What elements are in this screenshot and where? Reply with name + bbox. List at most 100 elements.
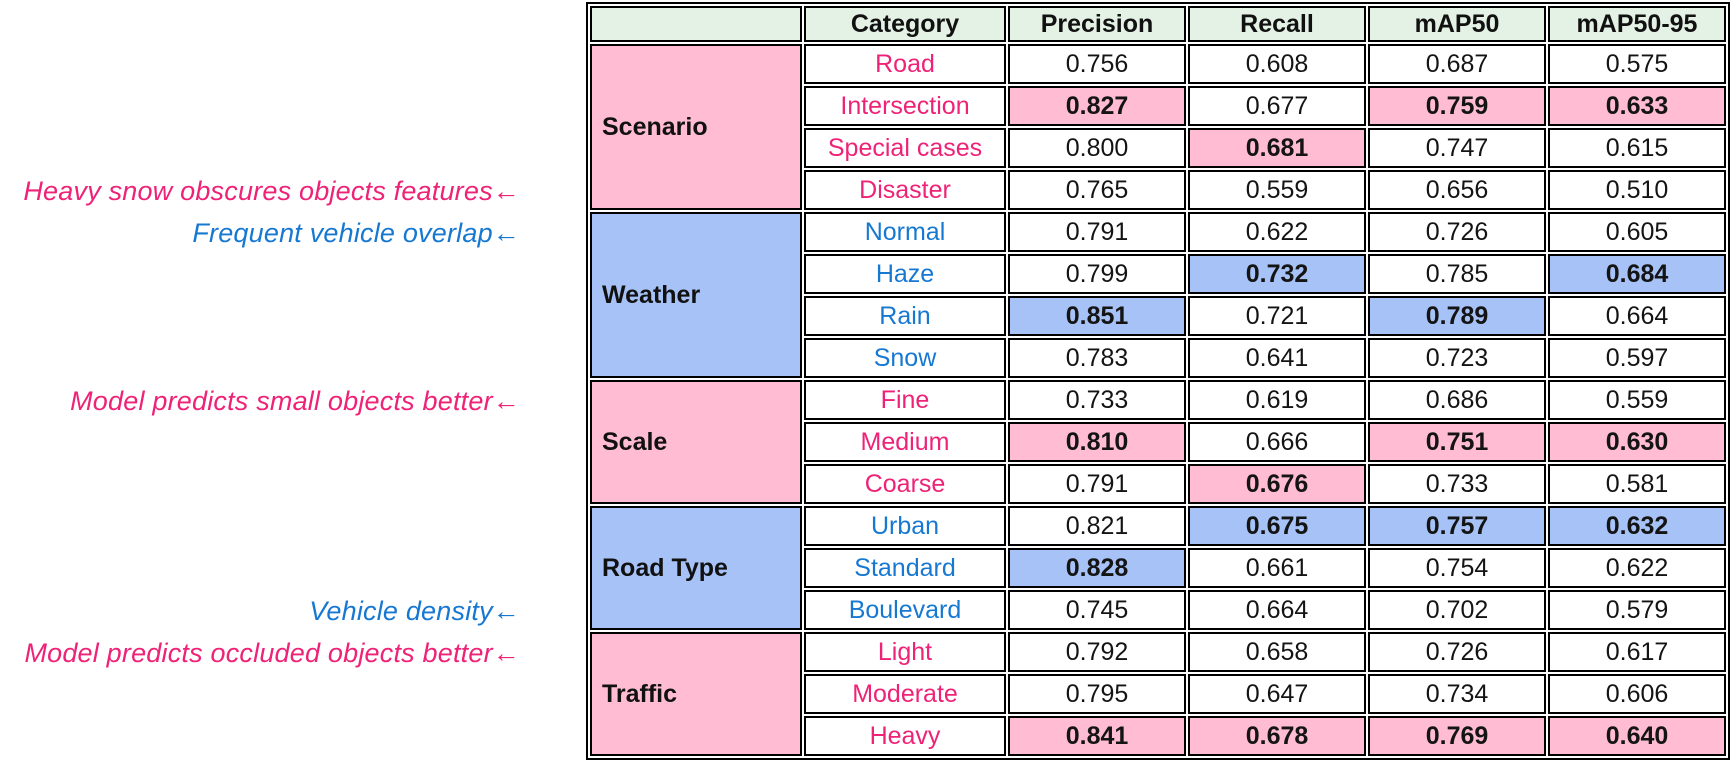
annotation-occluded-objects: Model predicts occluded objects better←: [24, 638, 520, 668]
header-map50: mAP50: [1368, 6, 1546, 42]
value-cell: 0.686: [1368, 380, 1546, 420]
value-cell-best: 0.681: [1188, 128, 1366, 168]
value-cell-best: 0.678: [1188, 716, 1366, 756]
value-cell-best: 0.827: [1008, 86, 1186, 126]
category-cell: Normal: [804, 212, 1006, 252]
category-cell: Snow: [804, 338, 1006, 378]
value-cell: 0.622: [1548, 548, 1726, 588]
results-table-container: Category Precision Recall mAP50 mAP50-95…: [586, 2, 1730, 760]
value-cell: 0.792: [1008, 632, 1186, 672]
value-cell: 0.726: [1368, 632, 1546, 672]
annotation-small-objects: Model predicts small objects better←: [70, 386, 520, 416]
value-cell: 0.745: [1008, 590, 1186, 630]
table-header-row: Category Precision Recall mAP50 mAP50-95: [590, 6, 1726, 42]
results-table: Category Precision Recall mAP50 mAP50-95…: [586, 2, 1730, 760]
value-cell: 0.721: [1188, 296, 1366, 336]
value-cell: 0.615: [1548, 128, 1726, 168]
group-cell-scale: Scale: [590, 380, 802, 504]
value-cell: 0.791: [1008, 212, 1186, 252]
category-cell: Heavy: [804, 716, 1006, 756]
value-cell-best: 0.684: [1548, 254, 1726, 294]
table-row: Intersection 0.827 0.677 0.759 0.633: [590, 86, 1726, 126]
value-cell-best: 0.633: [1548, 86, 1726, 126]
table-row: Boulevard 0.745 0.664 0.702 0.579: [590, 590, 1726, 630]
value-cell: 0.726: [1368, 212, 1546, 252]
value-cell: 0.723: [1368, 338, 1546, 378]
value-cell-best: 0.841: [1008, 716, 1186, 756]
value-cell-best: 0.732: [1188, 254, 1366, 294]
table-row: Scale Fine 0.733 0.619 0.686 0.559: [590, 380, 1726, 504]
value-cell: 0.664: [1188, 590, 1366, 630]
table-row: Medium 0.810 0.666 0.751 0.630: [590, 422, 1726, 462]
table-row: Snow 0.783 0.641 0.723 0.597: [590, 338, 1726, 378]
value-cell: 0.597: [1548, 338, 1726, 378]
value-cell-best: 0.789: [1368, 296, 1546, 336]
table-row: Standard 0.828 0.661 0.754 0.622: [590, 548, 1726, 588]
value-cell: 0.608: [1188, 44, 1366, 84]
value-cell-best: 0.810: [1008, 422, 1186, 462]
value-cell: 0.666: [1188, 422, 1366, 462]
value-cell: 0.785: [1368, 254, 1546, 294]
category-cell: Medium: [804, 422, 1006, 462]
value-cell: 0.510: [1548, 170, 1726, 210]
value-cell: 0.619: [1188, 380, 1366, 420]
value-cell: 0.605: [1548, 212, 1726, 252]
value-cell-best: 0.769: [1368, 716, 1546, 756]
annotation-vehicle-density: Vehicle density←: [309, 596, 520, 626]
table-row: Disaster 0.765 0.559 0.656 0.510: [590, 170, 1726, 210]
table-row: Road Type Urban 0.821 0.675 0.757 0.632: [590, 506, 1726, 630]
table-row: Traffic Light 0.792 0.658 0.726 0.617: [590, 632, 1726, 756]
annotation-vehicle-overlap: Frequent vehicle overlap←: [192, 218, 520, 248]
value-cell-best: 0.632: [1548, 506, 1726, 546]
header-precision: Precision: [1008, 6, 1186, 42]
annotation-heavy-snow: Heavy snow obscures objects features←: [23, 176, 520, 206]
group-cell-scenario: Scenario: [590, 44, 802, 210]
value-cell: 0.765: [1008, 170, 1186, 210]
table-row: Moderate 0.795 0.647 0.734 0.606: [590, 674, 1726, 714]
value-cell: 0.821: [1008, 506, 1186, 546]
value-cell-best: 0.851: [1008, 296, 1186, 336]
category-cell: Special cases: [804, 128, 1006, 168]
value-cell: 0.581: [1548, 464, 1726, 504]
value-cell: 0.800: [1008, 128, 1186, 168]
value-cell: 0.658: [1188, 632, 1366, 672]
value-cell: 0.734: [1368, 674, 1546, 714]
value-cell: 0.702: [1368, 590, 1546, 630]
category-cell: Rain: [804, 296, 1006, 336]
value-cell: 0.641: [1188, 338, 1366, 378]
category-cell: Coarse: [804, 464, 1006, 504]
category-cell: Road: [804, 44, 1006, 84]
value-cell-best: 0.675: [1188, 506, 1366, 546]
category-cell: Haze: [804, 254, 1006, 294]
table-row: Haze 0.799 0.732 0.785 0.684: [590, 254, 1726, 294]
category-cell: Disaster: [804, 170, 1006, 210]
group-cell-road-type: Road Type: [590, 506, 802, 630]
value-cell: 0.656: [1368, 170, 1546, 210]
value-cell: 0.795: [1008, 674, 1186, 714]
corner-cell: [590, 6, 802, 42]
value-cell: 0.559: [1188, 170, 1366, 210]
value-cell: 0.754: [1368, 548, 1546, 588]
value-cell-best: 0.759: [1368, 86, 1546, 126]
value-cell: 0.617: [1548, 632, 1726, 672]
value-cell: 0.687: [1368, 44, 1546, 84]
value-cell: 0.756: [1008, 44, 1186, 84]
value-cell: 0.677: [1188, 86, 1366, 126]
value-cell-best: 0.757: [1368, 506, 1546, 546]
value-cell: 0.733: [1368, 464, 1546, 504]
table-row: Special cases 0.800 0.681 0.747 0.615: [590, 128, 1726, 168]
value-cell: 0.606: [1548, 674, 1726, 714]
table-row: Weather Normal 0.791 0.622 0.726 0.605: [590, 212, 1726, 378]
value-cell-best: 0.676: [1188, 464, 1366, 504]
value-cell-best: 0.640: [1548, 716, 1726, 756]
value-cell: 0.799: [1008, 254, 1186, 294]
header-recall: Recall: [1188, 6, 1366, 42]
value-cell: 0.579: [1548, 590, 1726, 630]
value-cell-best: 0.751: [1368, 422, 1546, 462]
table-row: Coarse 0.791 0.676 0.733 0.581: [590, 464, 1726, 504]
value-cell: 0.733: [1008, 380, 1186, 420]
category-cell: Fine: [804, 380, 1006, 420]
value-cell: 0.559: [1548, 380, 1726, 420]
value-cell: 0.622: [1188, 212, 1366, 252]
category-cell: Standard: [804, 548, 1006, 588]
